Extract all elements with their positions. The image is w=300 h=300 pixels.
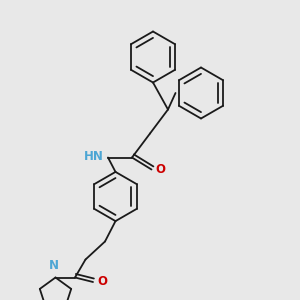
Text: N: N — [49, 259, 59, 272]
Text: HN: HN — [84, 150, 103, 164]
Text: O: O — [97, 275, 107, 288]
Text: O: O — [155, 163, 165, 176]
